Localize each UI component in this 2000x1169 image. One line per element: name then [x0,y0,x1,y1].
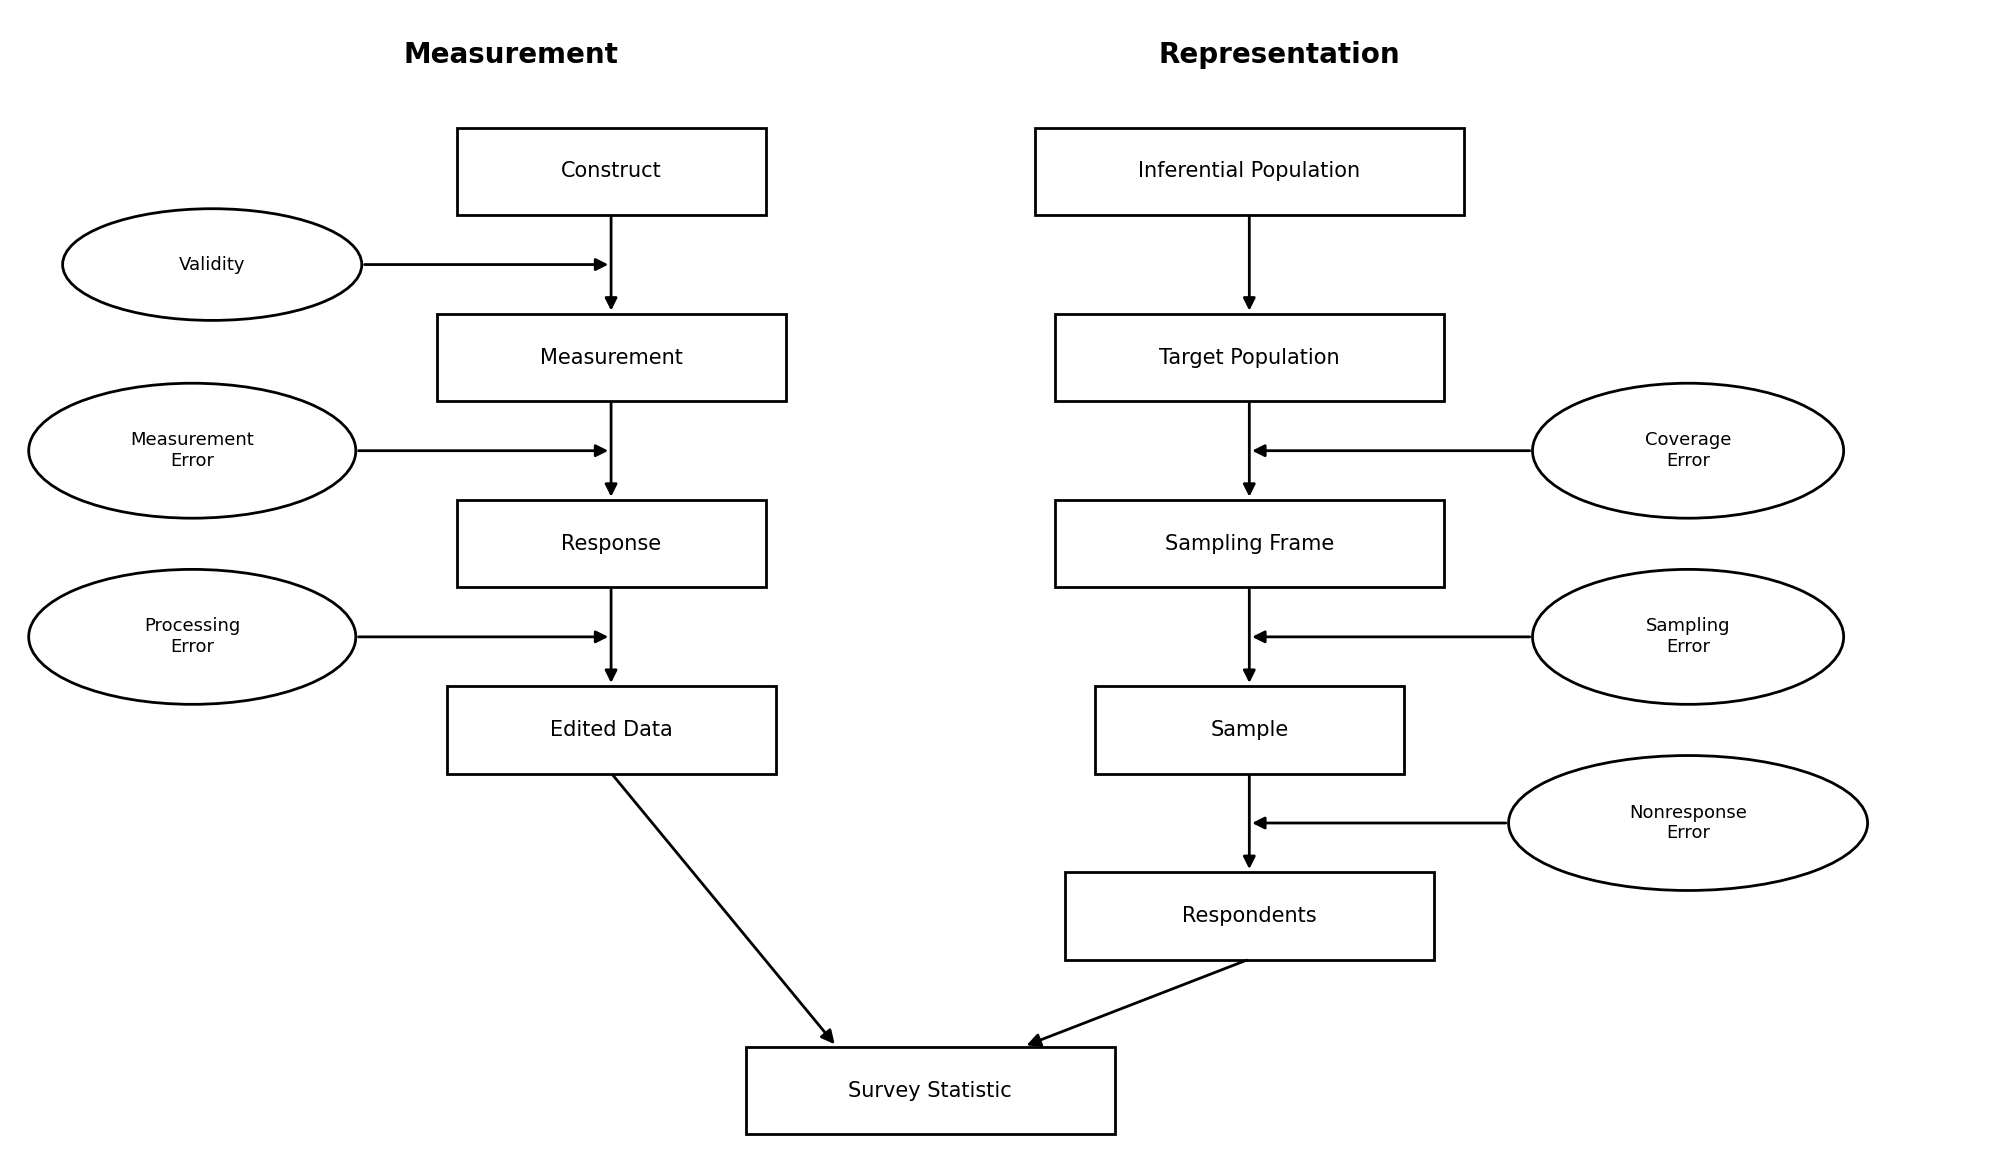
Ellipse shape [62,209,362,320]
FancyBboxPatch shape [436,314,786,401]
Ellipse shape [1532,569,1844,705]
Text: Edited Data: Edited Data [550,720,672,740]
FancyBboxPatch shape [1094,686,1404,774]
Text: Construct: Construct [560,161,662,181]
FancyBboxPatch shape [746,1047,1114,1134]
Text: Coverage
Error: Coverage Error [1644,431,1732,470]
Text: Respondents: Respondents [1182,906,1316,926]
FancyBboxPatch shape [1054,314,1444,401]
FancyBboxPatch shape [1054,500,1444,587]
Text: Survey Statistic: Survey Statistic [848,1080,1012,1100]
Text: Response: Response [562,534,662,554]
Text: Measurement
Error: Measurement Error [130,431,254,470]
Text: Validity: Validity [178,256,246,274]
Ellipse shape [28,383,356,518]
Ellipse shape [28,569,356,705]
Text: Sample: Sample [1210,720,1288,740]
Text: Nonresponse
Error: Nonresponse Error [1630,803,1748,843]
Text: Measurement: Measurement [540,347,682,367]
Text: Inferential Population: Inferential Population [1138,161,1360,181]
FancyBboxPatch shape [1034,127,1464,215]
Ellipse shape [1532,383,1844,518]
FancyBboxPatch shape [446,686,776,774]
Text: Sampling Frame: Sampling Frame [1164,534,1334,554]
FancyBboxPatch shape [456,127,766,215]
Text: Measurement: Measurement [404,41,618,69]
FancyBboxPatch shape [456,500,766,587]
FancyBboxPatch shape [1064,872,1434,960]
Text: Sampling
Error: Sampling Error [1646,617,1730,656]
Ellipse shape [1508,755,1868,891]
Text: Representation: Representation [1158,41,1400,69]
Text: Target Population: Target Population [1158,347,1340,367]
Text: Processing
Error: Processing Error [144,617,240,656]
